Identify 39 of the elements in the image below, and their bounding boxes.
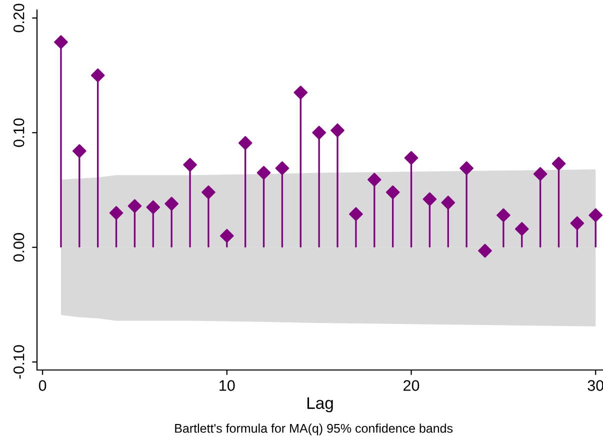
point — [90, 68, 105, 82]
point — [441, 196, 456, 210]
x-tick-label: 10 — [220, 380, 235, 391]
point — [552, 156, 566, 171]
point — [109, 206, 124, 220]
point — [72, 144, 86, 158]
point — [294, 86, 308, 100]
x-tick-label: 0 — [38, 380, 46, 391]
point — [220, 228, 234, 243]
point — [570, 216, 584, 230]
text: Bartlett's formula for MA(q) 95% confidence bands — [175, 424, 453, 436]
y-tick-label: 0.10 — [13, 118, 24, 147]
point — [404, 150, 418, 165]
point — [183, 158, 197, 172]
point — [422, 192, 437, 206]
x-axis-title: Lag — [307, 397, 333, 412]
point — [202, 185, 216, 200]
point — [146, 200, 160, 214]
point — [496, 208, 510, 222]
x-tick-label: 20 — [404, 380, 420, 391]
point — [128, 199, 142, 213]
point — [386, 185, 400, 200]
point — [588, 208, 603, 222]
point — [367, 172, 382, 187]
point — [54, 35, 68, 50]
point — [514, 222, 529, 236]
point — [256, 166, 271, 180]
y-tick-label: 0.00 — [13, 233, 24, 262]
point — [533, 167, 548, 181]
point — [349, 207, 363, 221]
y-tick-label: 0.20 — [13, 4, 24, 32]
point — [238, 136, 252, 150]
point — [275, 161, 290, 176]
point — [164, 196, 178, 211]
point — [460, 161, 474, 176]
point — [330, 123, 344, 138]
point — [478, 244, 492, 258]
point — [312, 126, 326, 140]
y-tick-label: -0.10 — [13, 345, 24, 379]
